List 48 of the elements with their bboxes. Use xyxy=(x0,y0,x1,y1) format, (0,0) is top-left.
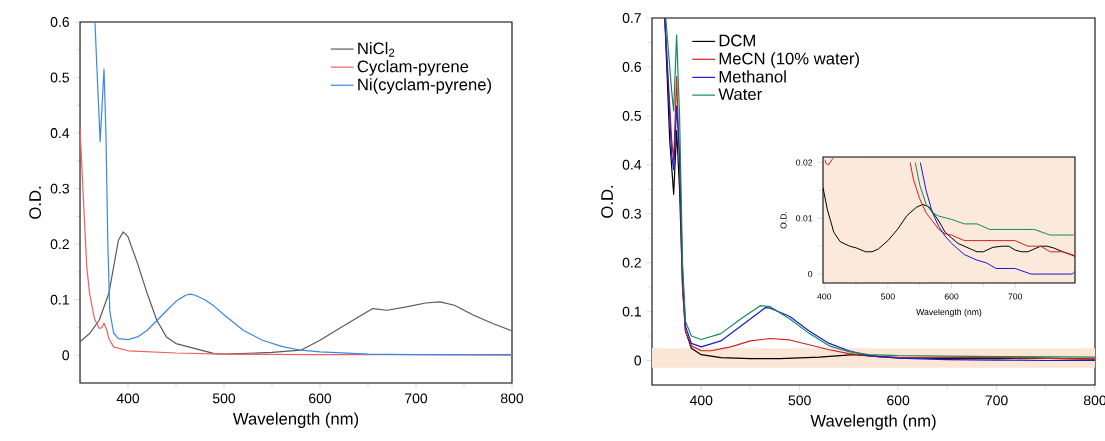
x-axis-title: Wavelength (nm) xyxy=(916,308,982,317)
y-tick-label: 0.5 xyxy=(50,72,70,83)
line-series xyxy=(919,162,1075,275)
y-axis-title: O.D. xyxy=(29,186,41,219)
x-tick-label: 400 xyxy=(689,395,713,406)
y-tick-label: 0.4 xyxy=(622,159,642,170)
x-tick-label: 700 xyxy=(985,395,1008,406)
y-tick-label: 0.6 xyxy=(50,17,69,27)
line-series xyxy=(94,21,512,356)
x-tick-label: 400 xyxy=(817,293,832,300)
x-tick-label: 500 xyxy=(788,395,811,406)
y-axis-title: O.D. xyxy=(601,185,613,218)
y-tick-label: 0.3 xyxy=(622,208,641,219)
y-tick-label: 0.02 xyxy=(796,159,813,166)
x-tick-label: 400 xyxy=(116,393,140,404)
legend-label: Methanol xyxy=(719,70,786,83)
x-tick-label: 600 xyxy=(944,293,959,300)
x-tick-label: 500 xyxy=(881,293,895,300)
y-tick-label: 0.1 xyxy=(622,306,641,317)
y-tick-label: 0.4 xyxy=(50,128,70,139)
x-tick-label: 700 xyxy=(1008,293,1023,300)
y-tick-label: 0.01 xyxy=(796,215,813,222)
legend-label: DCM xyxy=(719,34,755,47)
x-tick-label: 600 xyxy=(309,393,332,404)
x-tick-label: 700 xyxy=(405,393,428,404)
y-tick-label: 0.7 xyxy=(622,13,641,23)
y-axis-title: O.D. xyxy=(780,211,787,229)
legend-label: Ni(cyclam-pyrene) xyxy=(358,78,492,94)
y-tick-label: 0.3 xyxy=(50,183,69,194)
x-tick-label: 600 xyxy=(887,395,910,406)
line-series xyxy=(914,162,1075,236)
legend-label: Water xyxy=(718,88,762,101)
line-series xyxy=(80,231,512,355)
y-tick-label: 0 xyxy=(634,355,642,366)
x-axis-title: Wavelength (nm) xyxy=(232,412,359,428)
y-tick-label: 0.2 xyxy=(50,239,69,250)
y-tick-label: 0.6 xyxy=(622,61,641,72)
y-tick-label: 0.1 xyxy=(50,294,69,305)
x-tick-label: 500 xyxy=(212,393,236,404)
y-tick-label: 0 xyxy=(62,350,70,361)
legend-label: MeCN (10% water) xyxy=(719,52,859,68)
y-tick-label: 0 xyxy=(808,271,813,278)
legend-label: Cyclam-pyrene xyxy=(357,60,469,76)
y-tick-label: 0.2 xyxy=(622,257,641,268)
x-tick-label: 800 xyxy=(500,393,524,404)
y-tick-label: 0.5 xyxy=(622,110,642,121)
x-axis-title: Wavelength (nm) xyxy=(810,414,936,430)
legend-label: NiCl$_{2}$ xyxy=(358,42,395,57)
